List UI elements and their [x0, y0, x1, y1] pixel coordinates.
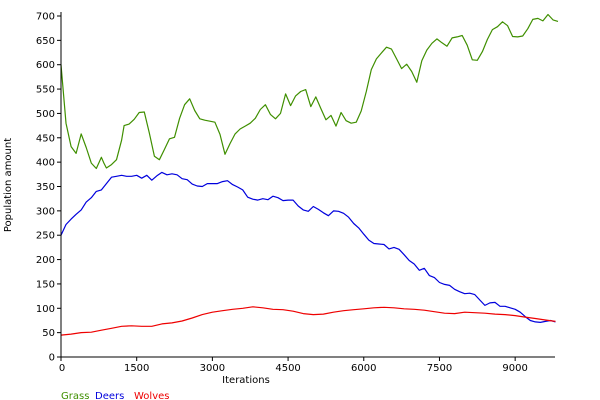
series-line-deers — [60, 171, 556, 323]
series-line-grass — [60, 13, 559, 170]
plot-lines — [60, 13, 559, 336]
legend-entry-wolves: Wolves — [134, 391, 169, 400]
x-tick-label: 6000 — [351, 363, 376, 374]
y-tick-label: 500 — [36, 109, 55, 120]
y-tick-label: 400 — [36, 158, 55, 169]
legend-entry-grass: Grass — [61, 391, 89, 400]
axes — [60, 12, 555, 358]
x-tick-label: 3000 — [200, 363, 225, 374]
x-tick-label: 4500 — [275, 363, 300, 374]
y-tick-label: 200 — [36, 255, 55, 266]
y-tick-label: 550 — [36, 85, 55, 96]
y-tick-label: 50 — [42, 328, 55, 339]
x-tick-label: 1500 — [124, 363, 149, 374]
axis-ticks: 0 50 100 150 200 250 300 350 400 450 500 550 600 650 7… — [36, 12, 528, 375]
y-tick-label: 700 — [36, 12, 55, 23]
y-tick-label: 650 — [36, 36, 55, 47]
y-tick-label: 100 — [36, 304, 55, 315]
y-tick-label: 300 — [36, 206, 55, 217]
series-line-wolves — [60, 306, 556, 336]
y-axis-title: Population amount — [3, 138, 14, 232]
x-tick-label: 0 — [59, 363, 65, 374]
y-tick-label: 450 — [36, 133, 55, 144]
x-axis-title: Iterations — [222, 375, 270, 386]
y-tick-label: 150 — [36, 279, 55, 290]
legend-entry-deers: Deers — [95, 391, 124, 400]
x-tick-label: 7500 — [427, 363, 452, 374]
y-tick-label: 600 — [36, 60, 55, 71]
x-tick-label: 9000 — [502, 363, 527, 374]
y-tick-label: 350 — [36, 182, 55, 193]
y-tick-label: 0 — [49, 353, 55, 364]
legend: Grass Deers Wolves — [61, 391, 169, 400]
y-tick-label: 250 — [36, 231, 55, 242]
